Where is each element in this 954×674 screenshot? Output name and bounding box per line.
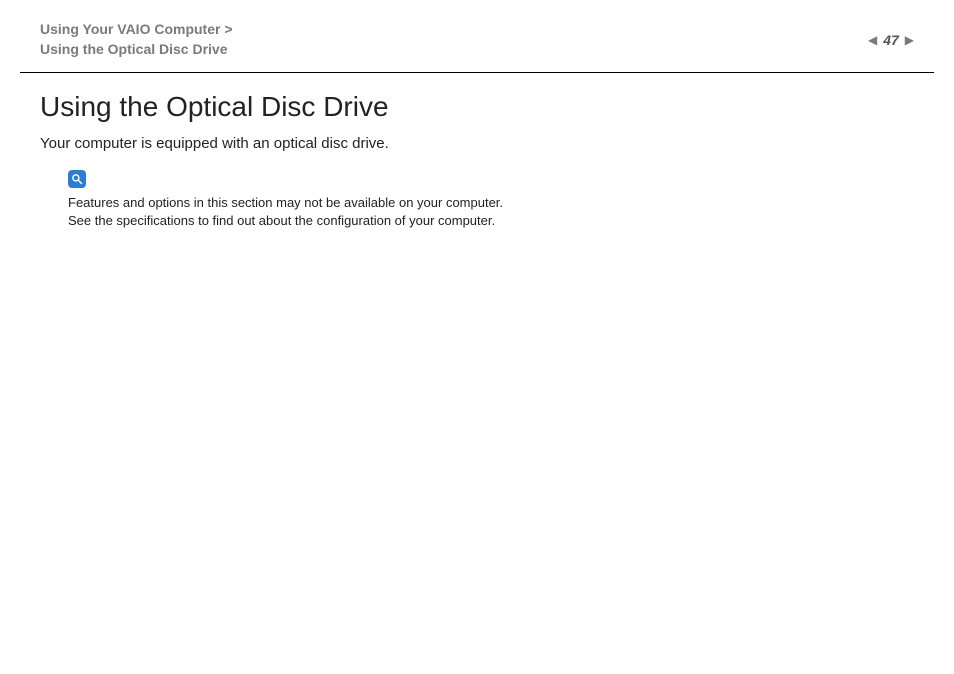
next-page-arrow[interactable]: ▶ xyxy=(905,33,914,47)
prev-page-arrow[interactable]: ◀ xyxy=(868,33,877,47)
breadcrumb-parent[interactable]: Using Your VAIO Computer > xyxy=(40,20,914,40)
page-number: 47 xyxy=(883,32,899,48)
page-navigation: ◀ 47 ▶ xyxy=(868,32,914,48)
intro-text: Your computer is equipped with an optica… xyxy=(40,135,914,152)
page-header: Using Your VAIO Computer > Using the Opt… xyxy=(0,0,954,72)
page-title: Using the Optical Disc Drive xyxy=(40,91,914,123)
page-content: Using the Optical Disc Drive Your comput… xyxy=(0,73,954,230)
note-line-1: Features and options in this section may… xyxy=(68,194,914,212)
note-line-2: See the specifications to find out about… xyxy=(68,212,914,230)
search-icon xyxy=(68,170,86,188)
note-block: Features and options in this section may… xyxy=(68,170,914,230)
breadcrumb-current[interactable]: Using the Optical Disc Drive xyxy=(40,40,914,60)
